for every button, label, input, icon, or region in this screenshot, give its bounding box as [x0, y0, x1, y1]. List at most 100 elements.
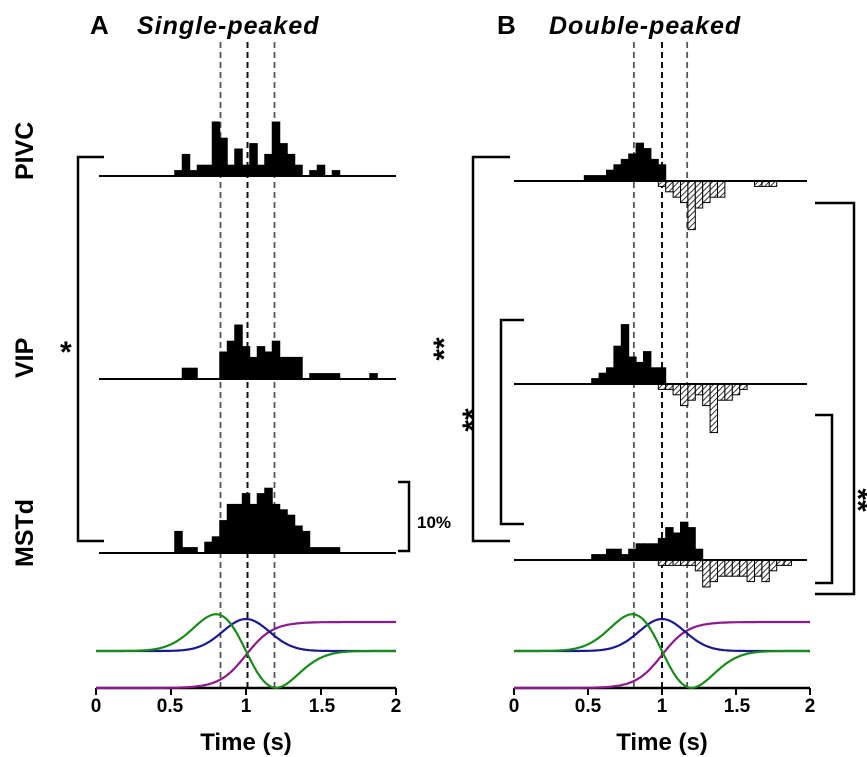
- bar-a-mstd-11: [256, 493, 266, 554]
- bar-b-pivc-late-10: [709, 180, 718, 198]
- bar-b-vip-late-3: [680, 383, 689, 407]
- bar-a-vip-5: [219, 351, 228, 380]
- x-tick-a-3: 1.5: [309, 696, 336, 717]
- bar-a-mstd-7: [226, 503, 236, 554]
- bar-a-vip-0: [181, 367, 191, 380]
- bar-b-vip-late-8: [717, 383, 726, 401]
- bar-a-pivc-9: [241, 164, 251, 177]
- bar-b-vip-late-4: [687, 383, 696, 401]
- x-tick-a-0: 0: [91, 696, 102, 717]
- panel-b-title: Double-peaked: [549, 12, 741, 40]
- x-axis-label-a: Time (s): [200, 729, 292, 756]
- bar-a-vip-1: [189, 367, 198, 380]
- axes: [95, 175, 811, 695]
- bar-b-mstd-early-2: [606, 548, 615, 561]
- bar-b-vip-late-9: [724, 383, 733, 401]
- bar-a-mstd-17: [301, 530, 311, 554]
- x-tick-a-1: 0.5: [157, 696, 184, 717]
- sig-a: *: [60, 336, 72, 369]
- bar-a-mstd-0: [174, 530, 183, 554]
- significance-brackets: [76, 155, 856, 596]
- bar-b-vip-early-4: [620, 324, 630, 385]
- bar-b-mstd-early-3: [613, 548, 622, 561]
- x-tick-a-4: 2: [391, 696, 402, 717]
- bar-b-mstd-early-5: [628, 548, 637, 561]
- bar-a-pivc-6: [219, 137, 228, 177]
- bar-a-vip-11: [264, 351, 273, 380]
- bar-b-vip-early-8: [650, 367, 659, 385]
- bar-b-mstd-late-9: [724, 559, 733, 577]
- row-label-vip: VIP: [11, 338, 39, 378]
- bar-a-pivc-5: [211, 121, 221, 177]
- bar-b-pivc-late-4: [665, 180, 674, 193]
- bar-b-pivc-early-7: [635, 142, 644, 182]
- bar-a-mstd-15: [286, 514, 296, 554]
- sig-b-late-vip-mstd: **: [841, 488, 867, 512]
- bracket-a-pivc-mstd: [76, 155, 104, 543]
- bar-b-vip-late-2: [672, 383, 681, 396]
- bar-a-mstd-5: [211, 536, 221, 554]
- bar-a-pivc-14: [279, 143, 288, 177]
- bar-a-vip-13: [279, 356, 288, 380]
- bar-a-vip-10: [256, 346, 266, 380]
- bar-b-mstd-early-6: [635, 543, 644, 561]
- bar-b-pivc-late-8: [694, 180, 704, 209]
- bar-a-pivc-15: [286, 153, 296, 177]
- bar-a-pivc-4: [204, 164, 213, 177]
- bar-a-mstd-6: [219, 520, 228, 554]
- bracket-b-late-pivc-mstd: [815, 201, 856, 596]
- bar-b-vip-late-6: [702, 383, 711, 407]
- sig-b-pivc-mstd: **: [428, 337, 461, 361]
- bar-b-vip-late-7: [709, 383, 718, 434]
- bar-b-mstd-late-5: [694, 559, 704, 572]
- bar-b-mstd-early-9: [657, 537, 667, 561]
- bar-b-pivc-late-5: [672, 180, 681, 198]
- bar-b-pivc-late-11: [717, 180, 726, 198]
- bar-b-mstd-early-13: [687, 527, 696, 561]
- x-axis-label-b: Time (s): [616, 729, 708, 756]
- sig-b-late-pivc-mstd: **: [863, 383, 867, 407]
- velocity-curve-a: [96, 617, 396, 653]
- x-tick-b-2: 1: [657, 696, 668, 717]
- x-tick-b-3: 1.5: [724, 696, 751, 717]
- bar-b-mstd-late-12: [746, 559, 755, 583]
- bar-a-pivc-16: [294, 164, 303, 177]
- panel-a-letter: A: [90, 10, 109, 40]
- bar-a-mstd-16: [294, 525, 303, 554]
- row-label-pivc: PIVC: [11, 122, 39, 180]
- bar-a-pivc-7: [226, 164, 236, 177]
- histogram-bars: [174, 121, 792, 588]
- x-ticks-a: 0 0.5 1 1.5 2: [91, 696, 402, 717]
- panel-a-title: Single-peaked: [137, 12, 320, 40]
- bar-b-mstd-late-6: [702, 559, 711, 588]
- bar-a-mstd-9: [241, 493, 251, 554]
- bar-a-vip-6: [226, 340, 236, 380]
- sig-b-vip-mstd: **: [457, 408, 490, 432]
- bar-b-vip-early-2: [606, 367, 615, 385]
- bar-a-mstd-12: [264, 487, 273, 554]
- bar-b-pivc-early-4: [613, 164, 622, 182]
- bar-a-mstd-4: [204, 541, 213, 554]
- bar-b-pivc-early-8: [643, 148, 652, 182]
- x-tick-a-2: 1: [241, 696, 252, 717]
- bar-b-mstd-early-7: [643, 543, 652, 561]
- acceleration-curve-a: [96, 613, 396, 689]
- bar-b-mstd-early-14: [694, 548, 704, 561]
- bar-b-mstd-late-8: [717, 559, 726, 577]
- bar-b-mstd-late-7: [709, 559, 718, 583]
- bracket-b-vip-mstd: [499, 318, 524, 526]
- bar-b-mstd-early-8: [650, 543, 659, 561]
- x-tick-b-4: 2: [805, 696, 816, 717]
- bar-a-pivc-11: [256, 164, 266, 177]
- bar-a-vip-12: [271, 340, 281, 380]
- bar-a-vip-14: [286, 356, 296, 380]
- bar-b-vip-late-10: [731, 383, 741, 396]
- bar-a-pivc-8: [234, 148, 243, 177]
- bar-b-pivc-late-9: [702, 180, 711, 204]
- bar-b-mstd-late-11: [739, 559, 748, 577]
- bar-a-pivc-19: [316, 164, 326, 177]
- bar-b-vip-early-9: [657, 367, 667, 385]
- bar-b-mstd-early-12: [680, 521, 689, 561]
- bar-b-pivc-late-6: [680, 180, 689, 204]
- bar-b-pivc-early-5: [620, 158, 630, 182]
